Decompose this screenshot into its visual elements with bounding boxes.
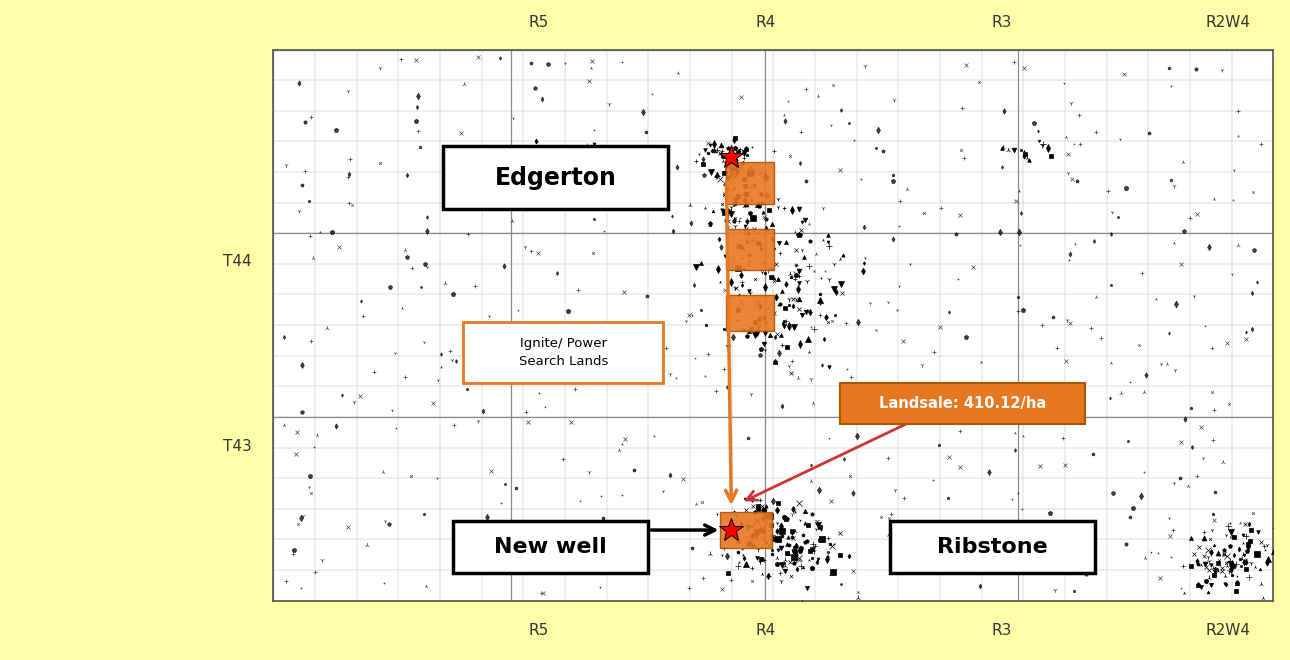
Text: Ribstone: Ribstone: [937, 537, 1047, 557]
Text: R4: R4: [755, 622, 775, 638]
Text: R3: R3: [991, 622, 1011, 638]
Text: T43: T43: [223, 439, 252, 454]
Text: R5: R5: [529, 15, 548, 30]
FancyBboxPatch shape: [840, 383, 1085, 424]
Bar: [726, 295, 774, 331]
Bar: [726, 162, 774, 204]
Bar: [726, 228, 774, 270]
FancyBboxPatch shape: [444, 146, 668, 209]
Bar: [720, 512, 773, 548]
Text: R2W4: R2W4: [1206, 15, 1251, 30]
Text: R3: R3: [991, 15, 1011, 30]
FancyBboxPatch shape: [454, 521, 649, 573]
Text: T44: T44: [223, 254, 252, 269]
FancyBboxPatch shape: [463, 322, 663, 383]
FancyBboxPatch shape: [890, 521, 1095, 573]
Text: R4: R4: [755, 15, 775, 30]
Text: New well: New well: [494, 537, 606, 557]
Text: R2W4: R2W4: [1206, 622, 1251, 638]
Text: Landsale: 410.12/ha: Landsale: 410.12/ha: [880, 397, 1046, 411]
Text: Edgerton: Edgerton: [495, 166, 617, 190]
Text: Ignite/ Power
Search Lands: Ignite/ Power Search Lands: [519, 337, 608, 368]
Text: R5: R5: [529, 622, 548, 638]
